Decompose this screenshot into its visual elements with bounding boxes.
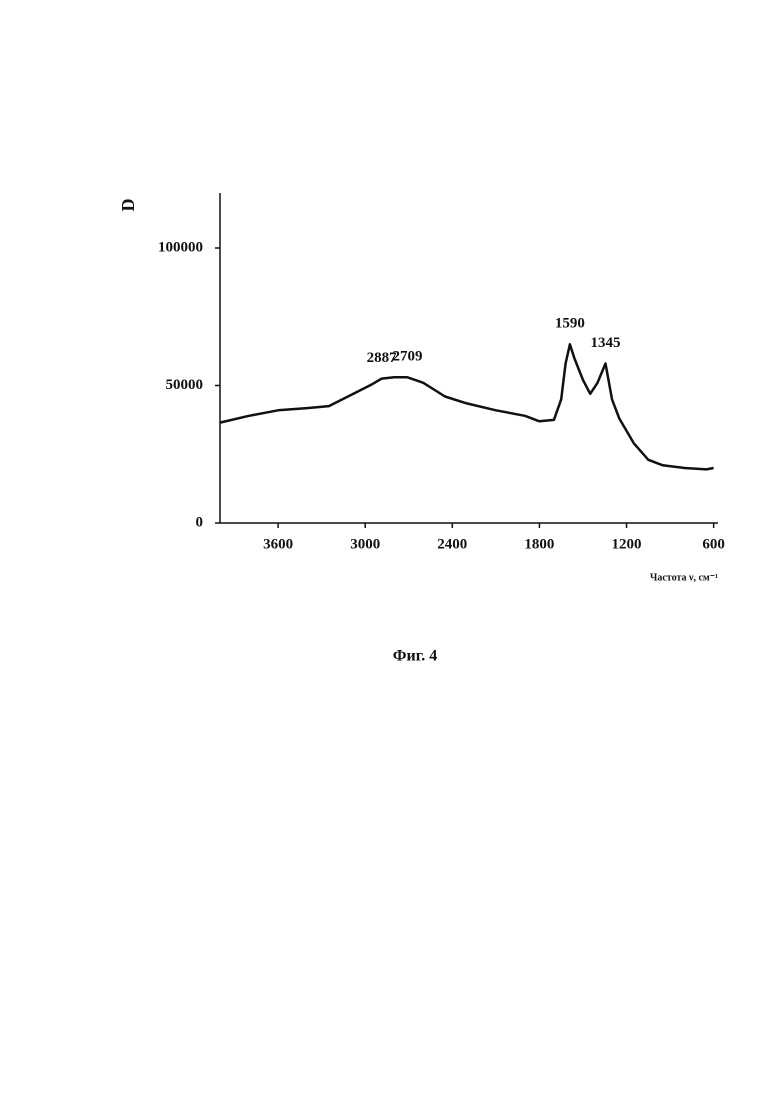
y-tick-label: 50000 [166, 377, 204, 393]
x-tick-label: 2400 [437, 536, 467, 552]
y-tick-label: 100000 [158, 239, 203, 255]
x-tick-label: 1200 [612, 536, 642, 552]
x-tick-label: 1800 [524, 536, 554, 552]
chart: D Частота ν, см⁻¹ Фиг. 4 0 50000 100000 360… [0, 0, 780, 1103]
y-tick-label: 0 [196, 514, 204, 530]
spectrum-line [220, 344, 714, 469]
x-axis-label: Частота ν, см⁻¹ [650, 572, 718, 583]
x-tick-label: 3600 [263, 536, 293, 552]
peak-label: 2709 [392, 349, 422, 365]
y-axis-label: D [118, 199, 138, 212]
peak-label: 1590 [555, 316, 585, 332]
x-tick-label: 600 [702, 536, 725, 552]
peak-label: 1345 [590, 335, 620, 351]
x-tick-label: 3000 [350, 536, 380, 552]
caption: Фиг. 4 [393, 648, 437, 665]
